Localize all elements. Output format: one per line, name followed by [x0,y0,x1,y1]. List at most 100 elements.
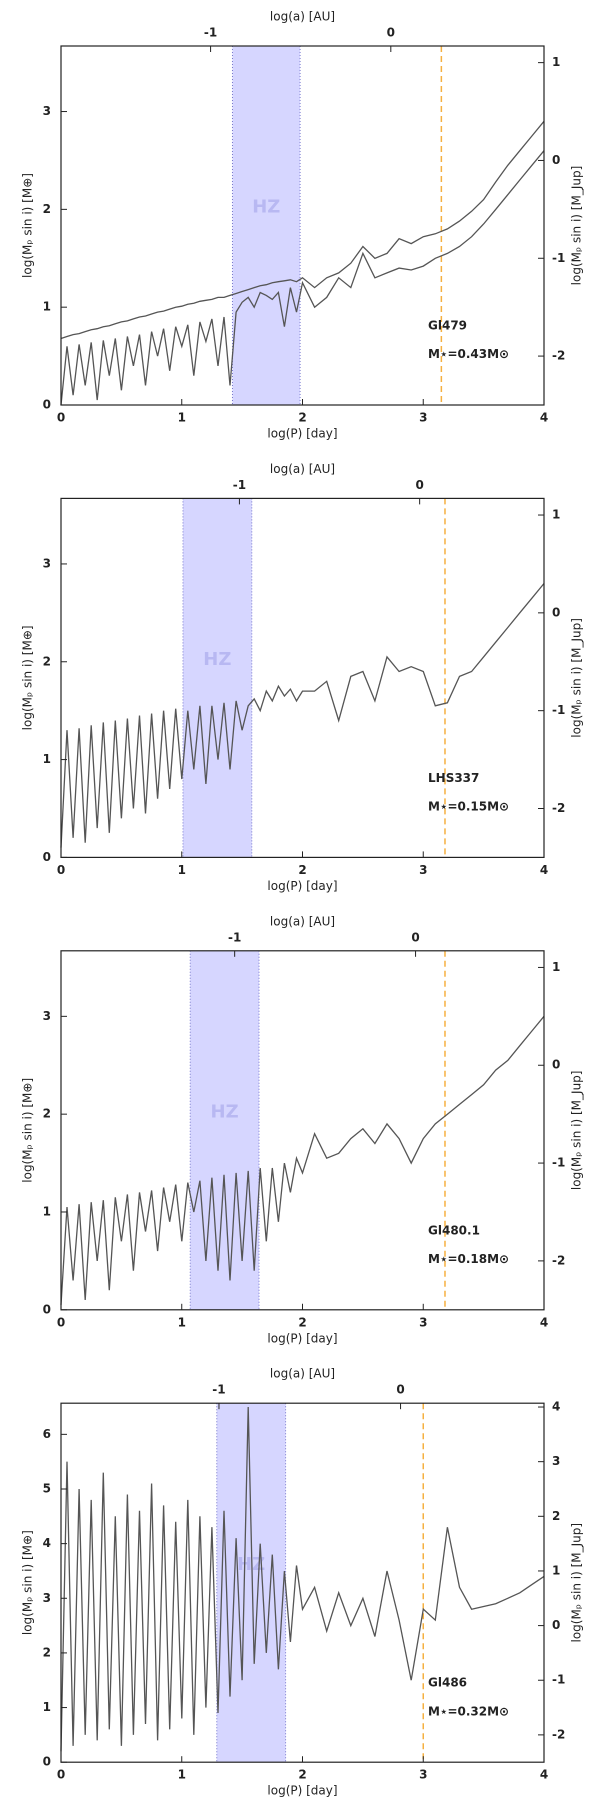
y2-tick-label: -2 [552,1727,565,1741]
y2-axis-label: log(Mₚ sin i) [M_Jup] [570,166,584,286]
y-axis-label: log(Mₚ sin i) [M⊕] [21,1530,35,1635]
data-line [60,120,545,340]
star-name: Gl479 [428,319,467,333]
star-mass: M⋆=0.32M⊙ [428,1704,509,1718]
y-tick-label: 2 [43,1645,51,1659]
y2-tick-label: 0 [552,605,560,619]
y-tick-label: 1 [43,1700,51,1714]
x-tick-label: 1 [178,1768,186,1782]
y-axis-label: log(Mₚ sin i) [M⊕] [21,173,35,278]
x-axis-label: log(P) [day] [267,427,337,441]
y2-axis-label: log(Mₚ sin i) [M_Jup] [570,1523,584,1643]
y-axis-label: log(Mₚ sin i) [M⊕] [21,625,35,730]
y-tick-label: 2 [43,202,51,216]
y-tick-label: 6 [43,1427,51,1441]
x-tick-label: 2 [298,1315,306,1329]
x-tick-label: 2 [298,1768,306,1782]
x-tick-label: 0 [57,1315,65,1329]
star-mass: M⋆=0.43M⊙ [428,347,509,361]
y2-tick-label: -1 [552,251,565,265]
y2-tick-label: 1 [552,508,560,522]
y-tick-label: 5 [43,1481,51,1495]
x2-tick-label: -1 [233,478,246,492]
y-tick-label: 0 [43,1302,51,1316]
x2-axis-label: log(a) [AU] [270,1367,335,1381]
hz-band [182,498,252,858]
x-tick-label: 1 [178,411,186,425]
y-tick-label: 4 [43,1536,51,1550]
x-axis-label: log(P) [day] [267,879,337,893]
x2-tick-label: -1 [228,930,241,944]
y-tick-label: 3 [43,1009,51,1023]
x-tick-label: 4 [540,411,548,425]
y-tick-label: 0 [43,398,51,412]
y-tick-label: 3 [43,556,51,570]
y2-tick-label: -2 [552,801,565,815]
x2-tick-label: -1 [204,26,217,40]
x-tick-label: 4 [540,1315,548,1329]
x-tick-label: 1 [178,863,186,877]
y-tick-label: 2 [43,654,51,668]
x2-tick-label: -1 [212,1383,225,1397]
y2-axis-label: log(Mₚ sin i) [M_Jup] [570,618,584,738]
x-tick-label: 0 [57,863,65,877]
data-line [60,1015,545,1305]
y2-tick-label: -1 [552,1156,565,1170]
y-tick-label: 0 [43,1755,51,1769]
hz-label: HZ [203,649,231,670]
y-axis-label: log(Mₚ sin i) [M⊕] [21,1078,35,1183]
y2-tick-label: -1 [552,703,565,717]
y-tick-label: 3 [43,104,51,118]
hz-band [190,950,260,1310]
x-tick-label: 4 [540,1768,548,1782]
y-tick-label: 1 [43,752,51,766]
y-tick-label: 3 [43,1591,51,1605]
x-tick-label: 0 [57,411,65,425]
y2-tick-label: 0 [552,1058,560,1072]
x2-tick-label: 0 [387,26,395,40]
y-tick-label: 2 [43,1107,51,1121]
y2-tick-label: 1 [552,960,560,974]
y2-axis-label: log(Mₚ sin i) [M_Jup] [570,1070,584,1190]
data-line [60,583,545,848]
x-tick-label: 3 [419,1315,427,1329]
hz-band [232,46,301,405]
y2-tick-label: 4 [552,1400,560,1414]
x-tick-label: 0 [57,1768,65,1782]
x-axis-label: log(P) [day] [267,1331,337,1345]
y2-tick-label: -1 [552,1673,565,1687]
x-tick-label: 1 [178,1315,186,1329]
x2-tick-label: 0 [396,1383,404,1397]
star-mass: M⋆=0.18M⊙ [428,1252,509,1266]
y2-tick-label: 3 [552,1454,560,1468]
y2-tick-label: -2 [552,1253,565,1267]
x-tick-label: 4 [540,863,548,877]
star-name: LHS337 [428,771,479,785]
star-name: Gl486 [428,1676,467,1690]
y-tick-label: 1 [43,1204,51,1218]
x2-axis-label: log(a) [AU] [270,10,335,24]
x2-axis-label: log(a) [AU] [270,914,335,928]
hz-label: HZ [211,1101,239,1122]
y2-tick-label: 1 [552,1563,560,1577]
x2-tick-label: 0 [411,930,419,944]
x-tick-label: 3 [419,863,427,877]
x2-axis-label: log(a) [AU] [270,462,335,476]
star-mass: M⋆=0.15M⊙ [428,800,509,814]
y2-tick-label: -2 [552,349,565,363]
y2-tick-label: 1 [552,55,560,69]
y2-tick-label: 0 [552,1618,560,1632]
y2-tick-label: 2 [552,1509,560,1523]
hz-band [216,1403,286,1763]
x-tick-label: 2 [298,863,306,877]
y2-tick-label: 0 [552,153,560,167]
star-name: Gl480.1 [428,1223,480,1237]
x-tick-label: 3 [419,1768,427,1782]
x-tick-label: 2 [298,411,306,425]
y-tick-label: 0 [43,850,51,864]
